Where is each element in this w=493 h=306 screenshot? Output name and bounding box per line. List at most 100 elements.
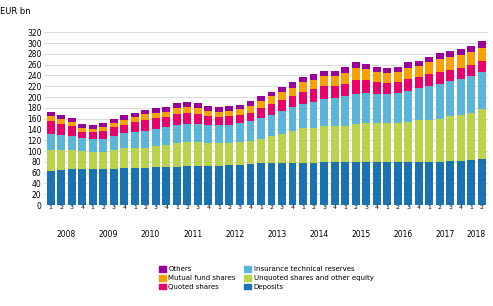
Bar (383, 94, 391, 123)
Bar (183, 166, 191, 205)
Bar (110, 127, 118, 136)
Bar (246, 141, 254, 164)
Bar (110, 150, 118, 169)
Bar (341, 126, 349, 162)
Bar (404, 68, 412, 79)
Bar (131, 132, 139, 148)
Bar (320, 162, 328, 205)
Bar (268, 104, 276, 115)
Bar (236, 105, 244, 110)
Bar (446, 117, 454, 161)
Bar (89, 125, 97, 129)
Bar (183, 107, 191, 113)
Bar (288, 131, 296, 163)
Bar (152, 167, 160, 205)
Bar (278, 92, 286, 100)
Bar (415, 61, 423, 66)
Text: 2018: 2018 (467, 230, 486, 239)
Bar (68, 126, 75, 136)
Bar (173, 144, 181, 167)
Bar (415, 66, 423, 77)
Bar (257, 118, 265, 139)
Bar (268, 91, 276, 96)
Bar (320, 71, 328, 76)
Text: 2011: 2011 (183, 230, 202, 239)
Bar (236, 142, 244, 165)
Bar (68, 118, 75, 122)
Bar (236, 110, 244, 115)
Bar (110, 136, 118, 150)
Bar (246, 121, 254, 141)
Bar (99, 131, 107, 139)
Bar (99, 124, 107, 127)
Bar (47, 171, 55, 205)
Bar (457, 79, 465, 115)
Bar (446, 81, 454, 117)
Bar (288, 96, 296, 107)
Bar (257, 163, 265, 205)
Bar (89, 132, 97, 139)
Bar (373, 94, 381, 123)
Bar (341, 162, 349, 205)
Bar (225, 111, 233, 117)
Bar (310, 74, 317, 80)
Bar (278, 111, 286, 134)
Bar (152, 129, 160, 146)
Bar (278, 87, 286, 92)
Bar (373, 82, 381, 94)
Bar (205, 110, 212, 116)
Bar (173, 103, 181, 108)
Bar (404, 91, 412, 122)
Bar (310, 80, 317, 89)
Bar (478, 72, 486, 110)
Bar (320, 126, 328, 162)
Bar (68, 170, 75, 205)
Bar (141, 114, 149, 120)
Bar (457, 115, 465, 161)
Bar (57, 119, 65, 124)
Bar (404, 79, 412, 91)
Bar (194, 103, 202, 108)
Bar (268, 136, 276, 163)
Bar (152, 118, 160, 129)
Bar (99, 151, 107, 170)
Bar (131, 122, 139, 132)
Bar (68, 122, 75, 126)
Bar (225, 125, 233, 143)
Bar (257, 108, 265, 118)
Bar (162, 107, 170, 112)
Bar (68, 136, 75, 150)
Bar (394, 93, 402, 123)
Bar (436, 162, 444, 205)
Bar (47, 116, 55, 121)
Bar (120, 148, 128, 168)
Bar (446, 161, 454, 205)
Bar (268, 115, 276, 136)
Bar (110, 119, 118, 123)
Bar (236, 124, 244, 142)
Bar (362, 80, 370, 93)
Bar (373, 123, 381, 162)
Bar (394, 67, 402, 72)
Bar (183, 124, 191, 142)
Bar (99, 170, 107, 205)
Bar (310, 103, 317, 128)
Bar (215, 117, 223, 125)
Bar (141, 120, 149, 130)
Bar (68, 150, 75, 170)
Bar (246, 101, 254, 106)
Bar (425, 62, 433, 74)
Bar (362, 69, 370, 80)
Bar (152, 146, 160, 167)
Text: 2015: 2015 (351, 230, 370, 239)
Bar (299, 91, 307, 103)
Bar (299, 128, 307, 163)
Bar (183, 142, 191, 166)
Bar (246, 164, 254, 205)
Legend: Others, Mutual fund shares, Quoted shares, Insurance technical reserves, Unquote: Others, Mutual fund shares, Quoted share… (156, 263, 377, 293)
Bar (99, 139, 107, 151)
Bar (446, 70, 454, 81)
Bar (194, 108, 202, 114)
Bar (225, 106, 233, 111)
Bar (352, 62, 359, 68)
